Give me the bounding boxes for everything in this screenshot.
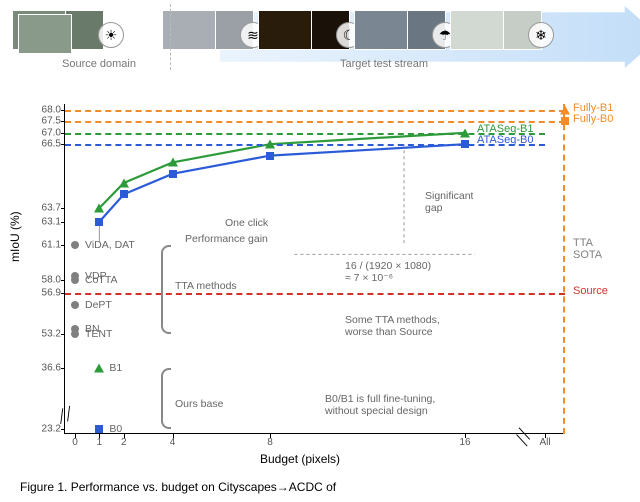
target-stream-label: Target test stream [340, 58, 428, 70]
data-point [94, 363, 104, 372]
x-tick-mark [270, 434, 271, 438]
x-tick-mark [99, 434, 100, 438]
data-point [71, 276, 79, 284]
data-point [71, 301, 79, 309]
thumb [258, 10, 312, 50]
target-thumbs-rain: ☂ [392, 10, 446, 50]
annotation: Ours base [175, 398, 223, 410]
y-tick-mark [61, 429, 65, 430]
data-point [266, 152, 274, 160]
annotation: TTA methods [175, 280, 237, 292]
point-label: TENT [85, 328, 112, 340]
data-point [95, 425, 103, 433]
y-axis-label: mIoU (%) [8, 211, 22, 262]
right-budget-line [563, 104, 565, 434]
annotation: 16 / (1920 × 1080) ≈ 7 × 10⁻⁶ [345, 260, 431, 284]
x-axis-label: Budget (pixels) [260, 452, 340, 466]
point-label: DePT [85, 299, 112, 311]
annotation: Significant gap [425, 190, 473, 214]
series-lines [65, 104, 565, 434]
target-thumbs-night: ☾ [296, 10, 350, 50]
data-point [71, 330, 79, 338]
data-point [94, 204, 104, 213]
point-label: ViDA, DAT [85, 239, 135, 251]
data-point [95, 218, 103, 226]
annotation: Performance gain [185, 233, 268, 245]
reference-line [65, 293, 565, 295]
target-thumbs-snow: ❄ [488, 10, 542, 50]
y-tick-mark [61, 334, 65, 335]
brace [161, 368, 171, 429]
point-label: CoTTA [85, 274, 117, 286]
x-tick-mark [545, 434, 546, 438]
point-label: B0 [109, 423, 122, 435]
domain-divider [170, 4, 171, 70]
data-point [169, 170, 177, 178]
right-label: TTA SOTA [573, 237, 602, 261]
reference-line [65, 133, 545, 135]
annotation: Some TTA methods, worse than Source [345, 314, 440, 338]
reference-line [65, 110, 565, 112]
data-point [461, 140, 469, 148]
source-thumbs: ☀ [50, 10, 104, 50]
data-point [119, 178, 129, 187]
snow-icon: ❄ [528, 22, 554, 48]
thumb [450, 10, 504, 50]
series-label: ATASeg-B0 [477, 134, 533, 146]
right-label: Fully-B0 [573, 113, 613, 125]
right-marker [561, 117, 569, 125]
y-tick-mark [61, 368, 65, 369]
reference-line [65, 144, 545, 146]
annotation: B0/B1 is full fine-tuning, without speci… [325, 393, 435, 417]
y-tick-mark [61, 280, 65, 281]
domain-strip: ☀ ≋ ☾ ☂ ❄ Source domain Target test stre… [40, 4, 600, 74]
right-label: Source [573, 285, 608, 297]
thumb [354, 10, 408, 50]
thumb [18, 14, 72, 54]
data-point [168, 158, 178, 167]
caption-text: Figure 1. Performance vs. budget on City… [20, 480, 336, 494]
series-label: ATASeg-B1 [477, 123, 533, 135]
data-point [71, 241, 79, 249]
y-tick-mark [61, 222, 65, 223]
y-tick-mark [61, 245, 65, 246]
target-thumbs-fog: ≋ [200, 10, 254, 50]
x-tick-mark [465, 434, 466, 438]
data-point [265, 140, 275, 149]
right-marker [560, 106, 570, 115]
x-tick-mark [173, 434, 174, 438]
x-tick-mark [124, 434, 125, 438]
plot-area: 23.236.653.256.958.061.163.163.766.567.0… [64, 104, 564, 434]
right-label: Fully-B1 [573, 102, 613, 114]
data-point [460, 128, 470, 137]
annotation: One click [225, 217, 268, 229]
sun-icon: ☀ [98, 22, 124, 48]
brace [161, 245, 171, 334]
chart: mIoU (%) Budget (pixels) 23.236.653.256.… [0, 92, 640, 486]
y-tick-mark [61, 208, 65, 209]
data-point [120, 190, 128, 198]
figure-caption: Figure 1. Performance vs. budget on City… [20, 480, 336, 494]
point-label: B1 [109, 362, 122, 374]
source-domain-label: Source domain [62, 58, 136, 70]
x-tick-mark [75, 434, 76, 438]
